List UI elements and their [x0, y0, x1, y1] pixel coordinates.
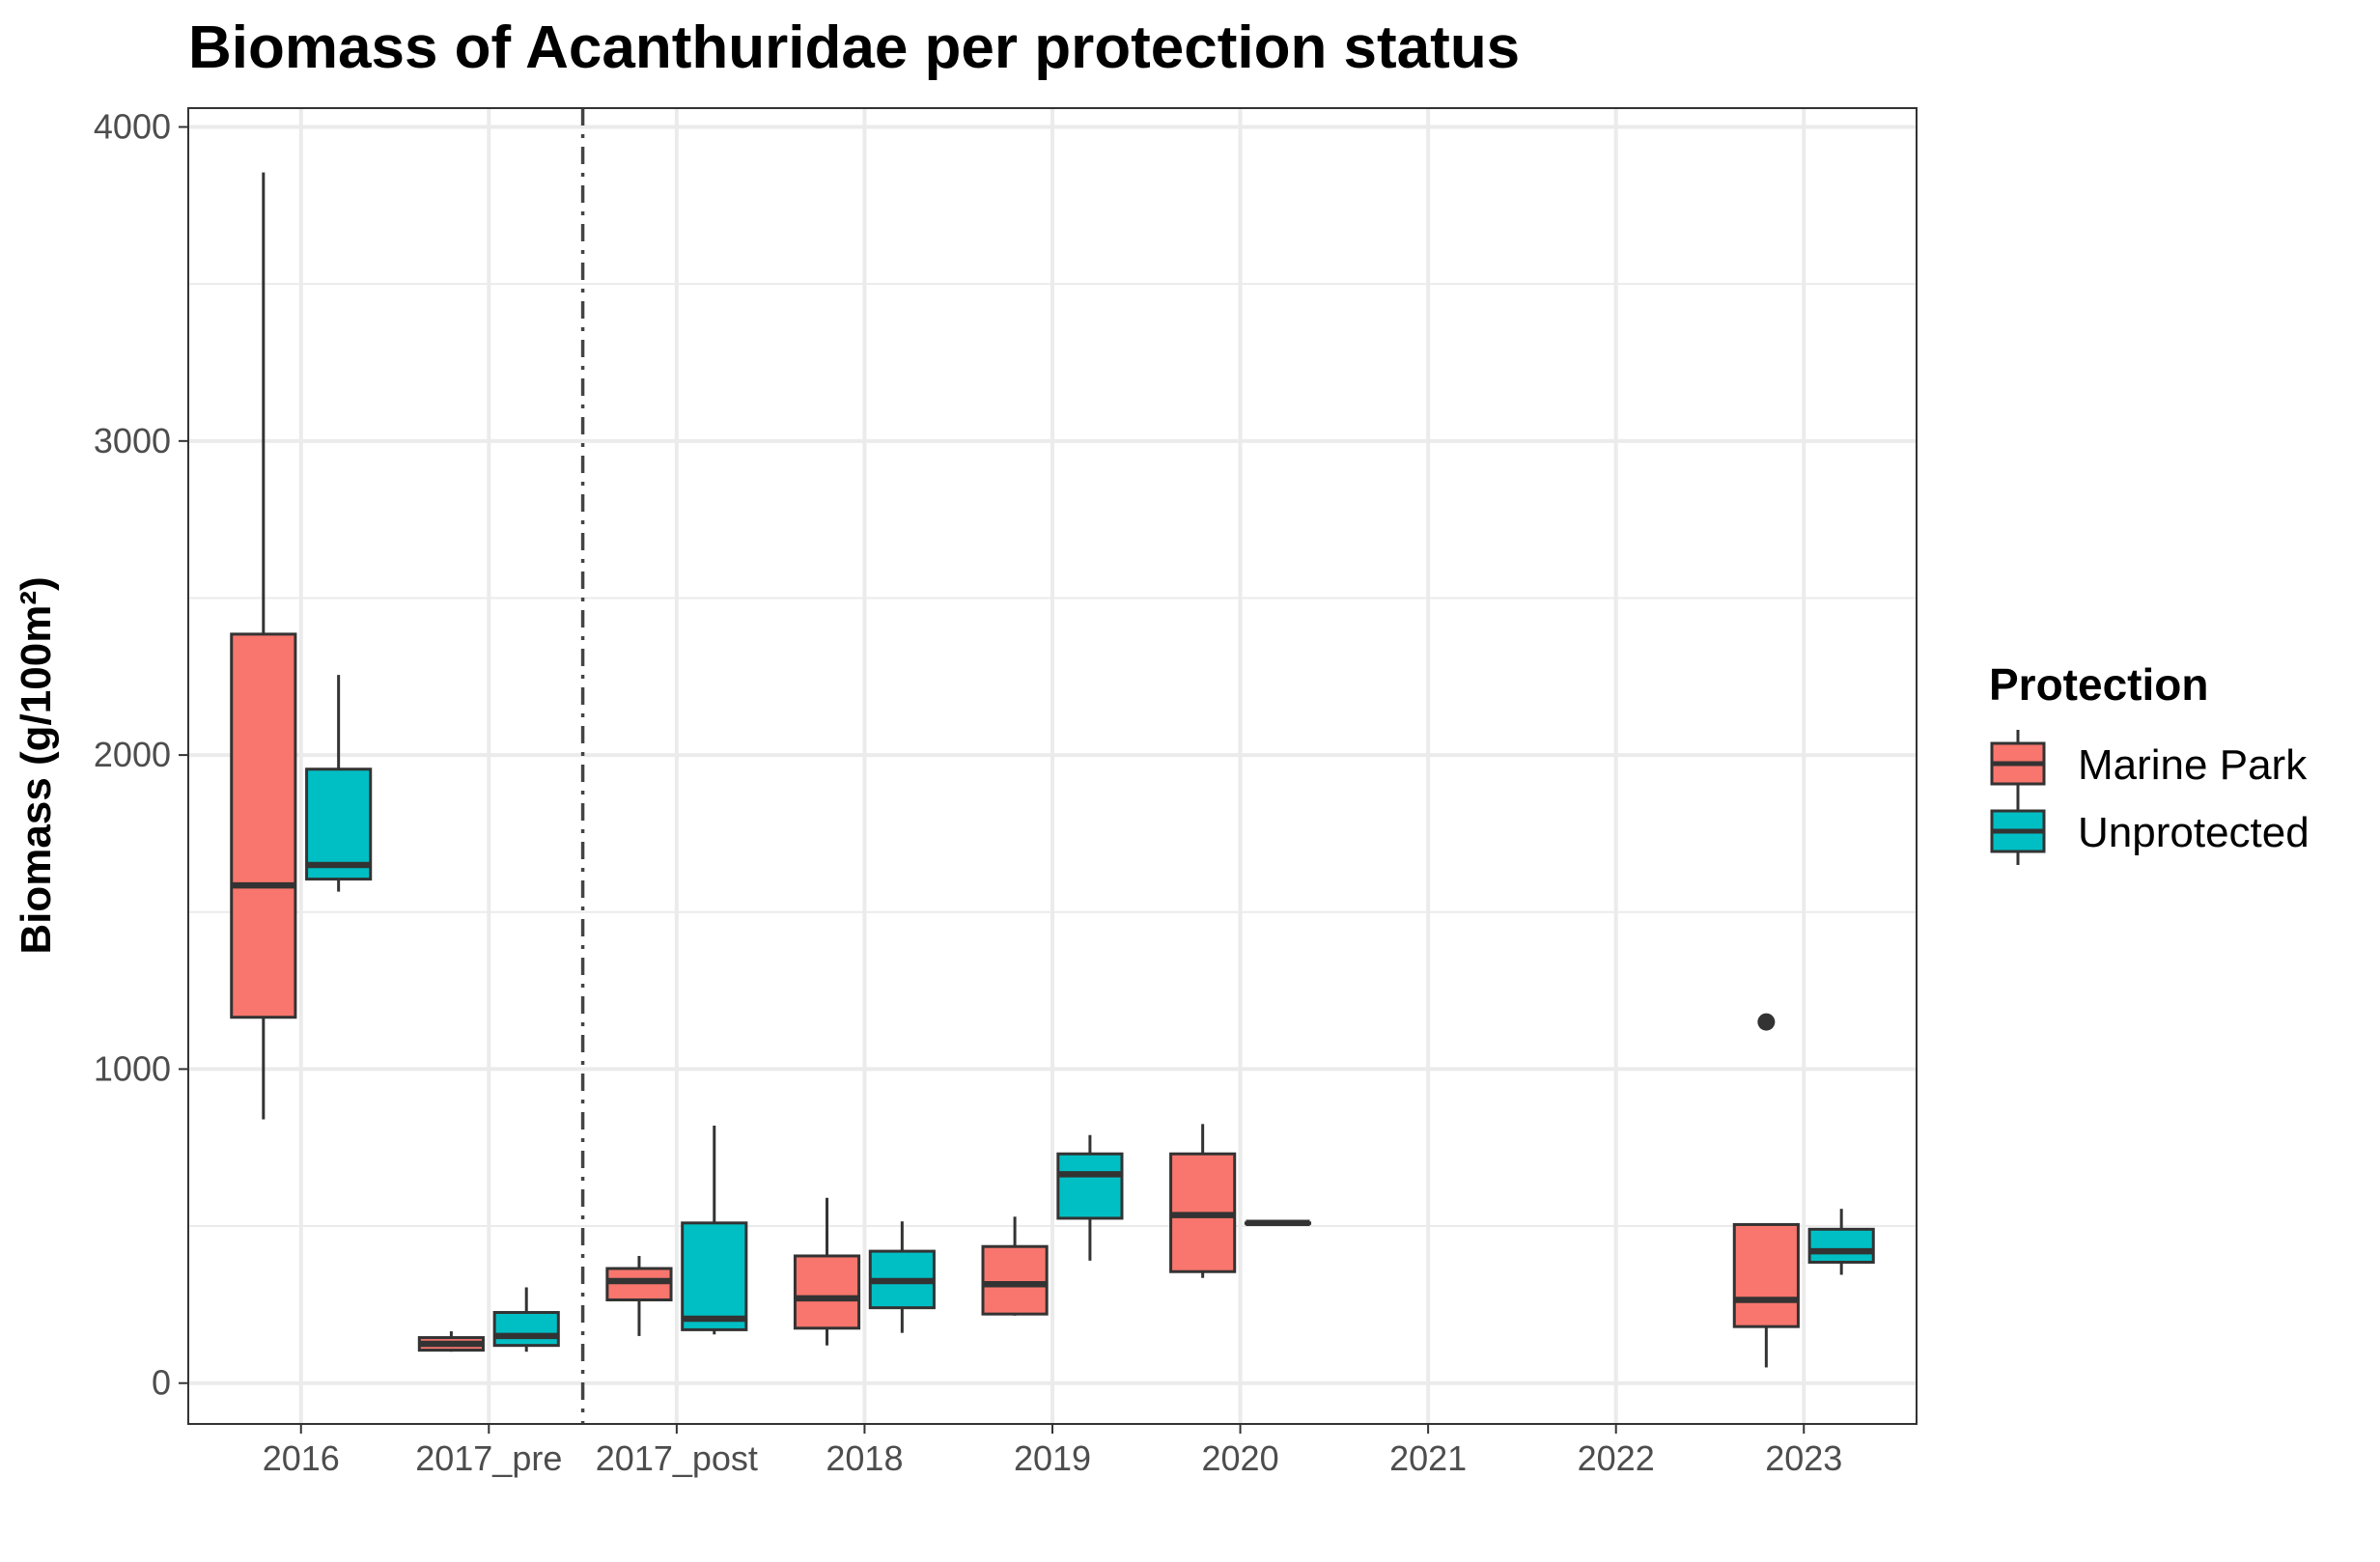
x-tick-label: 2019 — [1014, 1438, 1091, 1478]
chart-title: Biomass of Acanthuridae per protection s… — [188, 14, 1520, 81]
x-tick-label: 2020 — [1202, 1438, 1279, 1478]
box-unprotected-2019 — [1056, 1134, 1124, 1261]
box-marine-park-2019 — [981, 1216, 1049, 1316]
y-tick-label: 4000 — [94, 107, 171, 147]
x-tick-label: 2018 — [826, 1438, 903, 1478]
legend-item-marine-park: Marine Park — [1990, 730, 2308, 797]
y-tick-label: 1000 — [94, 1048, 171, 1088]
box — [981, 1244, 1049, 1316]
x-tick-label: 2016 — [263, 1438, 340, 1478]
box-unprotected-2018 — [868, 1221, 936, 1333]
box — [681, 1221, 748, 1331]
box-marine-park-2017_post — [605, 1255, 673, 1336]
box — [1807, 1227, 1875, 1264]
box-marine-park-2020 — [1169, 1124, 1237, 1278]
box — [793, 1254, 861, 1330]
box-unprotected-2017_pre — [492, 1287, 560, 1353]
box — [492, 1311, 560, 1348]
legend-title: Protection — [1989, 659, 2208, 710]
box — [305, 767, 373, 881]
box-plots — [230, 172, 1875, 1368]
box-unprotected-2020 — [1244, 1219, 1312, 1227]
x-tick-label: 2021 — [1389, 1438, 1467, 1478]
legend: Protection Marine Park Unprotected — [1989, 659, 2310, 865]
y-tick-label: 2000 — [94, 735, 171, 774]
box — [1056, 1152, 1124, 1220]
legend-item-unprotected: Unprotected — [1990, 797, 2310, 865]
box-marine-park-2023 — [1732, 1013, 1800, 1368]
x-tick-label: 2023 — [1765, 1438, 1842, 1478]
y-tick-label: 3000 — [94, 421, 171, 460]
x-axis: 2016 2017_pre 2017_post 2018 2019 2020 2021 202… — [263, 1424, 1842, 1478]
y-axis-label: Biomass (g/100m²) — [13, 576, 60, 954]
box — [1732, 1222, 1800, 1328]
box-marine-park-2016 — [230, 172, 297, 1120]
box-unprotected-2016 — [305, 675, 373, 892]
y-tick-label: 0 — [152, 1363, 171, 1403]
grid — [188, 108, 1917, 1424]
box-marine-park-2017_pre — [417, 1331, 485, 1353]
box-marine-park-2018 — [793, 1197, 861, 1346]
legend-items: Marine Park Unprotected — [1990, 730, 2310, 865]
legend-label: Unprotected — [2078, 809, 2310, 856]
x-tick-label: 2017_post — [596, 1438, 758, 1478]
box — [230, 632, 297, 1019]
y-axis: 0 1000 2000 3000 4000 — [94, 107, 188, 1403]
legend-label: Marine Park — [2078, 741, 2308, 789]
x-tick-label: 2017_pre — [415, 1438, 562, 1478]
x-tick-label: 2022 — [1578, 1438, 1655, 1478]
box — [605, 1267, 673, 1302]
outlier-point — [1757, 1013, 1776, 1031]
box-unprotected-2017_post — [681, 1125, 748, 1335]
box-unprotected-2023 — [1807, 1209, 1875, 1275]
